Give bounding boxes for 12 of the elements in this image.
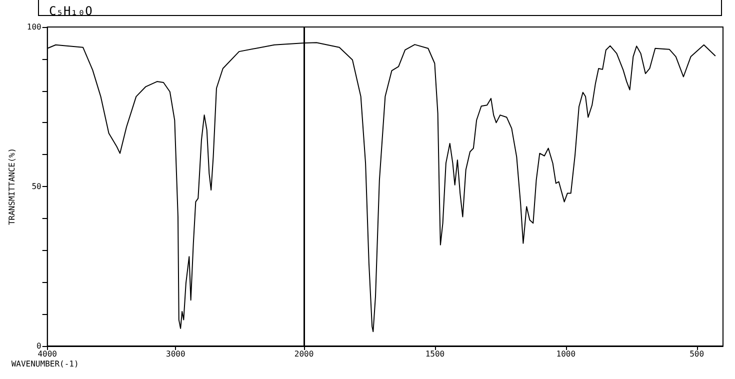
x-tick-label: 3000 [166, 350, 186, 358]
chart-title: C₅H₁₀O [49, 4, 92, 18]
y-axis-title: TRANSMITTANCE(%) [8, 148, 16, 226]
x-axis-title: WAVENUMBER(-1) [11, 360, 79, 368]
x-tick-label: 500 [690, 350, 704, 358]
x-tick-label: 2000 [294, 350, 314, 358]
x-tick-label: 4000 [38, 350, 58, 358]
x-tick-label: 1000 [556, 350, 576, 358]
y-tick-label: 0 [36, 342, 42, 350]
y-tick-label: 50 [32, 182, 42, 191]
y-tick-label: 100 [26, 22, 42, 32]
x-tick-label: 1500 [425, 350, 445, 358]
